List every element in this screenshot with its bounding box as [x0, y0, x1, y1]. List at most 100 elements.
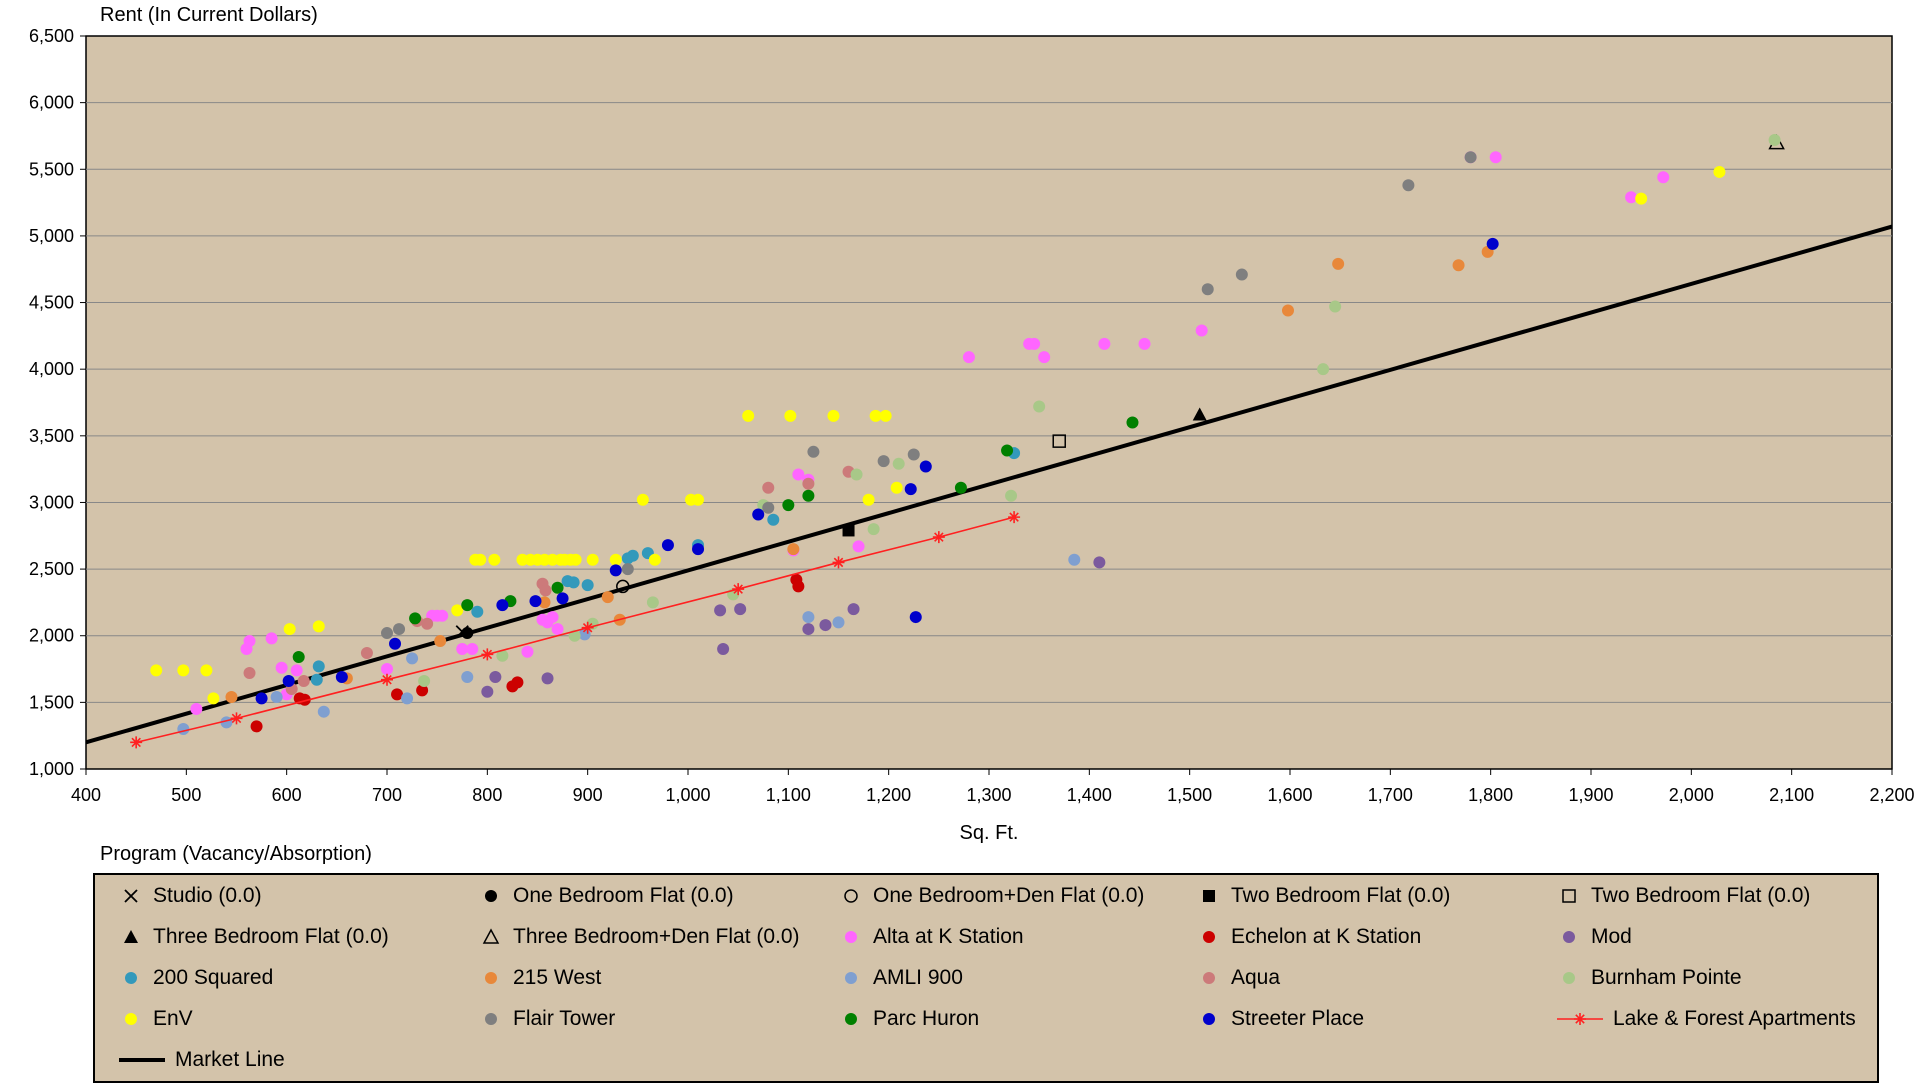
- data-point: [1098, 337, 1111, 350]
- legend-item: Burnham Pointe: [1555, 963, 1742, 993]
- x-tick-label: 1,700: [1368, 785, 1413, 805]
- data-point: [265, 632, 278, 645]
- series-one-bedroom-flat-0-0: [461, 627, 474, 640]
- data-point: [541, 672, 554, 685]
- data-point: [488, 553, 501, 566]
- data-point: [892, 457, 905, 470]
- x-tick-label: 800: [472, 785, 502, 805]
- data-point: [1008, 511, 1021, 524]
- data-point: [867, 523, 880, 536]
- data-point: [904, 483, 917, 496]
- legend-item: 200 Squared: [117, 963, 273, 993]
- y-tick-label: 6,500: [29, 26, 74, 46]
- data-point: [290, 664, 303, 677]
- data-point: [225, 691, 238, 704]
- legend-marker-icon: [125, 1013, 137, 1025]
- data-point: [626, 549, 639, 562]
- legend-marker-icon: [1557, 1013, 1603, 1025]
- legend-label: Two Bedroom Flat (0.0): [1231, 884, 1451, 907]
- data-point: [421, 617, 434, 630]
- data-point: [1052, 434, 1066, 448]
- legend-item: Flair Tower: [477, 1004, 615, 1034]
- legend-marker-icon: [845, 931, 857, 943]
- data-point: [792, 580, 805, 593]
- data-point: [1005, 489, 1018, 502]
- y-tick-label: 3,500: [29, 426, 74, 446]
- data-point: [661, 539, 674, 552]
- legend-marker-icon: [1563, 972, 1575, 984]
- legend-item: Two Bedroom Flat (0.0): [1555, 881, 1810, 911]
- x-tick-label: 400: [71, 785, 101, 805]
- data-point: [1464, 151, 1477, 164]
- series-two-bedroom-flat-0-0: [842, 524, 855, 537]
- x-tick-label: 600: [272, 785, 302, 805]
- data-point: [802, 489, 815, 502]
- data-point: [581, 621, 594, 634]
- y-tick-label: 2,000: [29, 626, 74, 646]
- legend-label: Three Bedroom Flat (0.0): [153, 925, 389, 948]
- data-point: [1038, 351, 1051, 364]
- data-point: [393, 623, 406, 636]
- x-tick-label: 1,600: [1267, 785, 1312, 805]
- data-point: [919, 460, 932, 473]
- legend-marker-icon: [485, 972, 497, 984]
- data-point: [177, 664, 190, 677]
- data-point: [312, 660, 325, 673]
- data-point: [496, 599, 509, 612]
- data-points: [130, 133, 1785, 749]
- series-lake-forest-apartments: [130, 511, 1021, 749]
- data-point: [481, 685, 494, 698]
- series-flair-tower: [381, 151, 1477, 640]
- data-point: [802, 623, 815, 636]
- legend-label: Three Bedroom+Den Flat (0.0): [513, 925, 800, 948]
- x-tick-label: 1,200: [866, 785, 911, 805]
- legend-label: One Bedroom+Den Flat (0.0): [873, 884, 1145, 907]
- x-tick-label: 700: [372, 785, 402, 805]
- legend-label: EnV: [153, 1007, 193, 1030]
- series-mod: [481, 556, 1106, 698]
- data-point: [1281, 304, 1294, 317]
- legend-item: Two Bedroom Flat (0.0): [1195, 881, 1450, 911]
- series-215-west: [225, 245, 1494, 704]
- legend-item: Aqua: [1195, 963, 1280, 993]
- data-point: [456, 643, 469, 656]
- y-tick-label: 1,500: [29, 692, 74, 712]
- data-point: [250, 720, 263, 733]
- data-point: [481, 648, 494, 661]
- data-point: [646, 596, 659, 609]
- data-point: [466, 643, 479, 656]
- data-point: [648, 553, 661, 566]
- data-point: [601, 591, 614, 604]
- legend-marker-icon: [485, 890, 497, 902]
- data-point: [317, 705, 330, 718]
- x-tick-label: 1,500: [1167, 785, 1212, 805]
- data-point: [734, 603, 747, 616]
- data-point: [298, 693, 311, 706]
- y-tick-label: 5,500: [29, 159, 74, 179]
- data-point: [461, 671, 474, 684]
- x-tick-label: 2,000: [1669, 785, 1714, 805]
- data-point: [270, 691, 283, 704]
- legend-label: Lake & Forest Apartments: [1613, 1007, 1856, 1030]
- data-point: [130, 736, 143, 749]
- data-point: [847, 603, 860, 616]
- data-point: [636, 493, 649, 506]
- legend-marker-icon: [125, 972, 137, 984]
- data-point: [692, 493, 705, 506]
- legend-label: Mod: [1591, 925, 1632, 948]
- x-tick-label: 1,400: [1067, 785, 1112, 805]
- data-point: [1625, 191, 1638, 204]
- y-tick-label: 4,500: [29, 293, 74, 313]
- data-point: [932, 531, 945, 544]
- legend-label: 200 Squared: [153, 966, 274, 989]
- data-point: [474, 553, 487, 566]
- series-amli-900: [177, 553, 1081, 736]
- legend-marker-icon: [1563, 931, 1575, 943]
- legend-item: EnV: [117, 1004, 193, 1034]
- data-point: [312, 620, 325, 633]
- series-parc-huron: [292, 416, 1139, 664]
- data-point: [1657, 171, 1670, 184]
- data-point: [1235, 268, 1248, 281]
- legend-label: AMLI 900: [873, 966, 963, 989]
